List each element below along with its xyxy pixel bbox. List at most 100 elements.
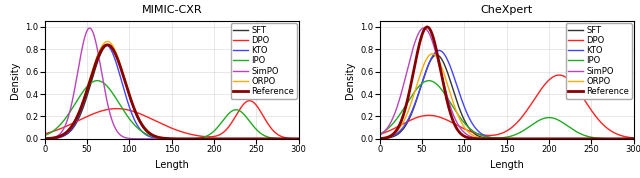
Reference	[376, 138, 383, 140]
SFT	[54, 137, 61, 139]
IPO	[158, 137, 166, 139]
DPO	[499, 132, 507, 134]
Reference	[287, 138, 295, 140]
SFT	[287, 138, 295, 140]
Reference	[622, 138, 630, 140]
Line: SimPO: SimPO	[380, 28, 634, 139]
SFT	[41, 138, 49, 140]
KTO	[376, 137, 383, 140]
Legend: SFT, DPO, KTO, IPO, SimPO, ORPO, Reference: SFT, DPO, KTO, IPO, SimPO, ORPO, Referen…	[230, 23, 297, 99]
SFT	[433, 54, 440, 56]
IPO	[622, 138, 630, 140]
Reference	[287, 138, 295, 140]
Reference	[423, 26, 431, 28]
KTO	[54, 137, 61, 139]
Reference	[499, 138, 507, 140]
KTO	[241, 138, 248, 140]
SimPO	[287, 138, 295, 140]
ORPO	[41, 138, 49, 140]
Line: SimPO: SimPO	[45, 28, 299, 139]
Line: KTO: KTO	[380, 50, 634, 139]
SFT	[623, 138, 630, 140]
KTO	[435, 49, 443, 51]
DPO	[623, 136, 630, 138]
SFT	[164, 138, 172, 140]
DPO	[241, 102, 248, 104]
Reference	[54, 136, 61, 138]
ORPO	[158, 137, 166, 139]
SFT	[295, 138, 303, 140]
DPO	[287, 137, 295, 140]
IPO	[164, 137, 172, 140]
SFT	[376, 138, 383, 140]
SimPO	[376, 134, 383, 136]
SFT	[622, 138, 630, 140]
SimPO	[86, 27, 93, 29]
SFT	[389, 136, 397, 138]
X-axis label: Length: Length	[490, 160, 524, 170]
Reference	[576, 138, 584, 140]
ORPO	[295, 138, 303, 140]
KTO	[287, 138, 295, 140]
IPO	[54, 126, 61, 128]
Reference	[295, 138, 303, 140]
IPO	[499, 137, 507, 139]
IPO	[493, 137, 500, 139]
ORPO	[376, 137, 383, 140]
IPO	[295, 138, 303, 140]
Reference	[158, 137, 166, 139]
DPO	[389, 128, 397, 130]
SFT	[241, 138, 248, 140]
SimPO	[164, 138, 172, 140]
KTO	[158, 138, 166, 140]
DPO	[246, 100, 253, 102]
Line: ORPO: ORPO	[380, 54, 634, 139]
Reference	[623, 138, 630, 140]
ORPO	[622, 138, 630, 140]
SFT	[158, 137, 166, 139]
Reference	[493, 138, 500, 140]
KTO	[287, 138, 295, 140]
ORPO	[493, 138, 500, 140]
SimPO	[41, 138, 49, 140]
Title: MIMIC-CXR: MIMIC-CXR	[141, 5, 202, 15]
SimPO	[576, 138, 584, 140]
SFT	[630, 138, 637, 140]
DPO	[54, 129, 61, 131]
ORPO	[499, 138, 507, 140]
IPO	[41, 134, 49, 137]
SimPO	[420, 27, 428, 29]
KTO	[623, 138, 630, 140]
Line: ORPO: ORPO	[45, 41, 299, 139]
KTO	[41, 138, 49, 140]
SFT	[493, 138, 500, 140]
Legend: SFT, DPO, KTO, IPO, SimPO, ORPO, Reference: SFT, DPO, KTO, IPO, SimPO, ORPO, Referen…	[566, 23, 632, 99]
Y-axis label: Density: Density	[345, 61, 355, 99]
SimPO	[241, 138, 248, 140]
SimPO	[389, 117, 397, 119]
IPO	[630, 138, 637, 140]
DPO	[41, 133, 49, 135]
DPO	[376, 133, 383, 135]
Reference	[41, 138, 49, 140]
DPO	[164, 126, 172, 128]
KTO	[389, 135, 397, 137]
SimPO	[158, 138, 166, 140]
ORPO	[104, 40, 111, 43]
KTO	[622, 138, 630, 140]
Line: Reference: Reference	[45, 45, 299, 139]
SimPO	[623, 138, 630, 140]
DPO	[493, 134, 500, 136]
Reference	[389, 133, 397, 135]
ORPO	[576, 138, 584, 140]
SimPO	[295, 138, 303, 140]
Reference	[241, 138, 248, 140]
IPO	[425, 80, 433, 82]
IPO	[376, 133, 383, 135]
IPO	[389, 123, 397, 125]
Line: SFT: SFT	[45, 45, 299, 139]
Line: KTO: KTO	[45, 45, 299, 139]
ORPO	[630, 138, 637, 140]
KTO	[630, 138, 637, 140]
Line: IPO: IPO	[45, 81, 299, 139]
